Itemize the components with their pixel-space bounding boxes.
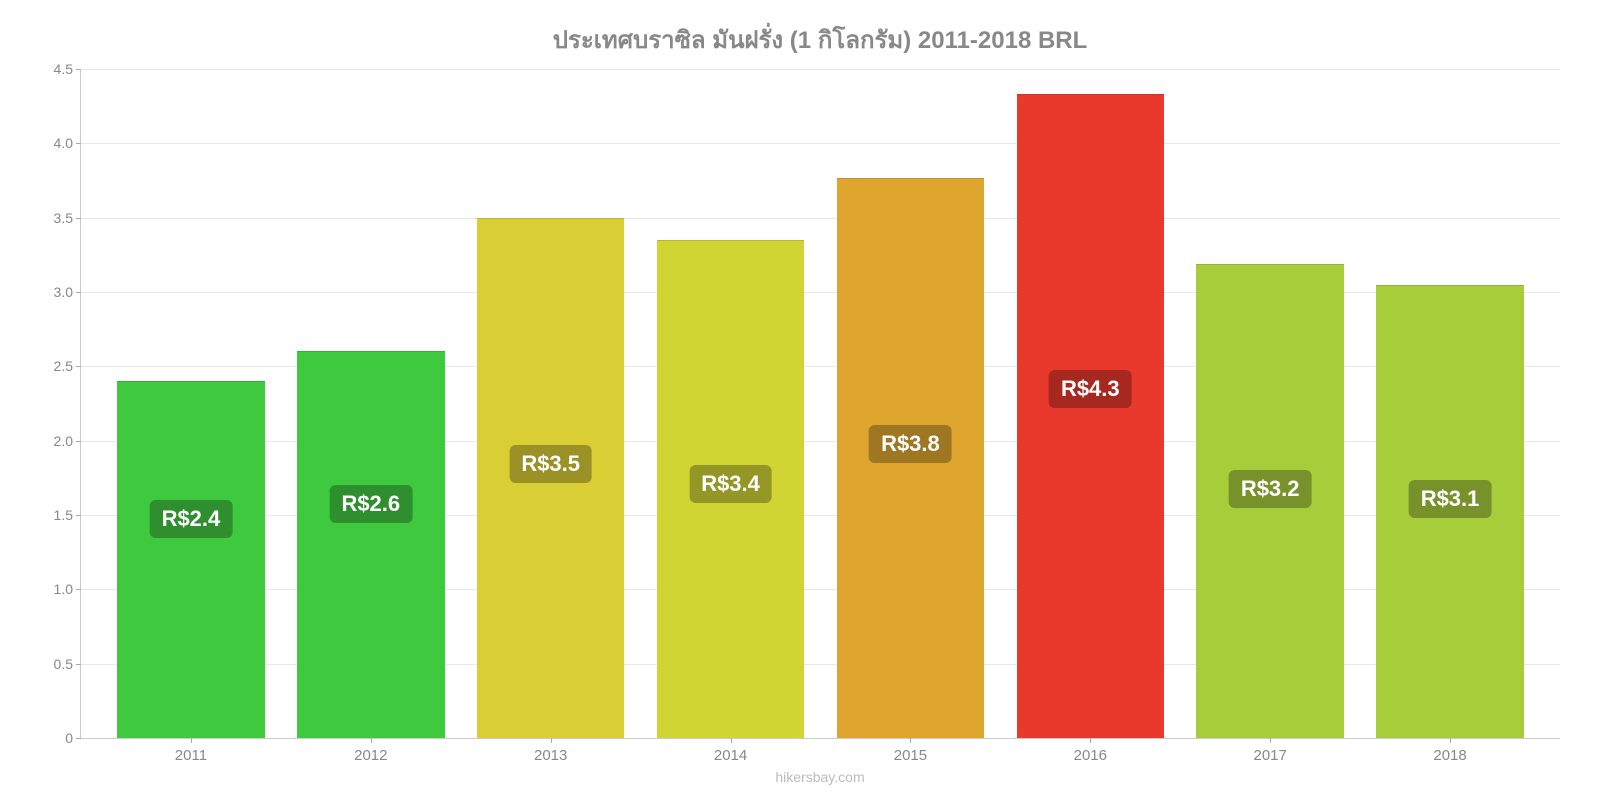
bar-slot: R$3.42014 xyxy=(641,69,821,738)
bar-slot: R$2.42011 xyxy=(101,69,281,738)
x-tick-mark xyxy=(191,738,192,743)
x-tick-label: 2018 xyxy=(1433,747,1466,764)
y-tick-label: 3.0 xyxy=(41,284,73,300)
y-tick-label: 1.5 xyxy=(41,507,73,523)
x-tick-label: 2013 xyxy=(534,747,567,764)
bar-value-badge: R$3.5 xyxy=(509,445,592,483)
x-tick-mark xyxy=(1270,738,1271,743)
bar-value-badge: R$4.3 xyxy=(1049,370,1132,408)
bar: R$3.4 xyxy=(657,240,804,738)
x-tick-label: 2017 xyxy=(1254,747,1287,764)
bar-slot: R$2.62012 xyxy=(281,69,461,738)
x-tick-mark xyxy=(1450,738,1451,743)
bar-value-badge: R$3.2 xyxy=(1229,470,1312,508)
bar-value-badge: R$2.4 xyxy=(150,500,233,538)
bar: R$2.6 xyxy=(297,351,444,738)
chart-title: ประเทศบราซิล มันฝรั่ง (1 กิโลกรัม) 2011-… xyxy=(80,20,1560,59)
plot-area: 00.51.01.52.02.53.03.54.04.5 R$2.42011R$… xyxy=(80,69,1560,739)
y-tick-label: 0.5 xyxy=(41,656,73,672)
x-tick-label: 2011 xyxy=(175,747,207,764)
x-tick-mark xyxy=(731,738,732,743)
bar-slot: R$3.12018 xyxy=(1360,69,1540,738)
bar: R$3.1 xyxy=(1376,285,1523,738)
y-tick-label: 2.5 xyxy=(41,358,73,374)
x-tick-mark xyxy=(910,738,911,743)
y-tick-label: 1.0 xyxy=(41,581,73,597)
bar: R$4.3 xyxy=(1017,94,1164,738)
bar: R$3.8 xyxy=(837,178,984,738)
y-tick-label: 4.0 xyxy=(41,135,73,151)
x-tick-mark xyxy=(1090,738,1091,743)
x-tick-mark xyxy=(551,738,552,743)
y-tick-mark xyxy=(76,738,81,739)
bar-slot: R$3.52013 xyxy=(461,69,641,738)
bar-slot: R$4.32016 xyxy=(1000,69,1180,738)
bar-value-badge: R$3.1 xyxy=(1409,480,1492,518)
x-tick-mark xyxy=(371,738,372,743)
x-tick-label: 2014 xyxy=(714,747,747,764)
x-tick-label: 2012 xyxy=(354,747,387,764)
bar: R$3.2 xyxy=(1196,264,1343,738)
x-tick-label: 2016 xyxy=(1074,747,1107,764)
bars-row: R$2.42011R$2.62012R$3.52013R$3.42014R$3.… xyxy=(81,69,1560,738)
bar: R$2.4 xyxy=(117,381,264,738)
bar-slot: R$3.82015 xyxy=(821,69,1001,738)
attribution-text: hikersbay.com xyxy=(80,769,1560,785)
y-tick-label: 0 xyxy=(41,730,73,746)
x-tick-label: 2015 xyxy=(894,747,927,764)
bar-slot: R$3.22017 xyxy=(1180,69,1360,738)
chart-container: ประเทศบราซิล มันฝรั่ง (1 กิโลกรัม) 2011-… xyxy=(0,0,1600,800)
y-tick-label: 2.0 xyxy=(41,433,73,449)
y-tick-label: 4.5 xyxy=(41,61,73,77)
bar-value-badge: R$3.4 xyxy=(689,465,772,503)
bar: R$3.5 xyxy=(477,218,624,738)
bar-value-badge: R$2.6 xyxy=(329,485,412,523)
bar-value-badge: R$3.8 xyxy=(869,425,952,463)
y-tick-label: 3.5 xyxy=(41,210,73,226)
